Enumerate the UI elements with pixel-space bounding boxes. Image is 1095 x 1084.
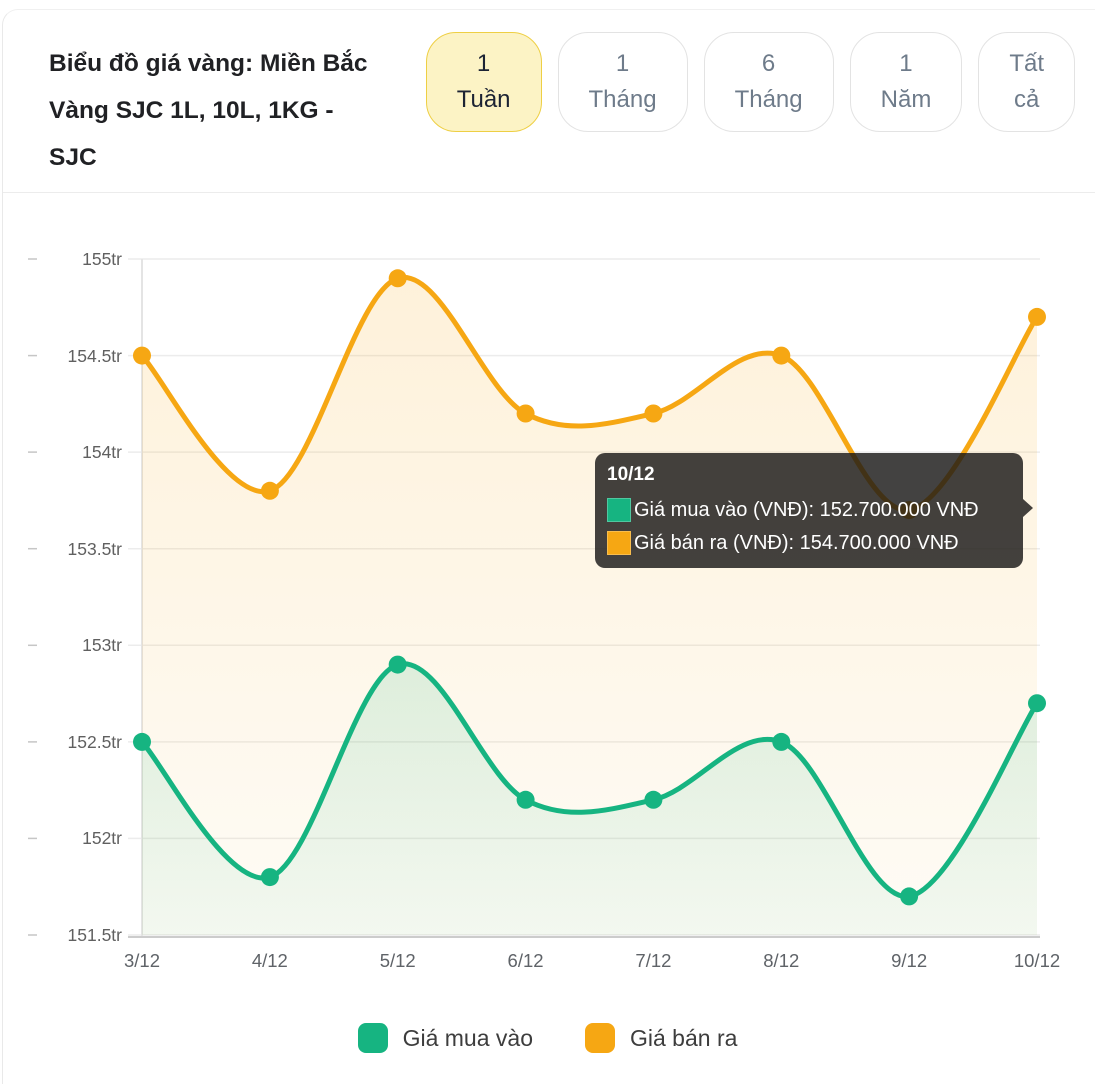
buy-legend-label: Giá mua vào (402, 1024, 533, 1051)
card-header: Biểu đồ giá vàng: Miền Bắc Vàng SJC 1L, … (3, 10, 1095, 193)
page-title: Biểu đồ giá vàng: Miền Bắc Vàng SJC 1L, … (49, 50, 368, 171)
range-button-1-month[interactable]: 1 Tháng (557, 32, 688, 132)
range-button-6-months[interactable]: 6 Tháng (703, 32, 834, 132)
sell-legend-swatch (585, 1023, 615, 1053)
range-button-1-year[interactable]: 1 Năm (849, 32, 963, 132)
range-button-all[interactable]: Tất cả (978, 32, 1075, 132)
chart-legend: Giá mua vào Giá bán ra (0, 1008, 1095, 1068)
buy-legend-swatch (357, 1023, 388, 1053)
legend-item-buy[interactable]: Giá mua vào (357, 1023, 533, 1053)
sell-legend-label: Giá bán ra (630, 1024, 738, 1051)
legend-item-sell[interactable]: Giá bán ra (585, 1023, 737, 1053)
range-button-1-week[interactable]: 1 Tuần (425, 32, 542, 132)
time-range-selector: 1 Tuần 1 Tháng 6 Tháng 1 Năm Tất cả (425, 32, 1075, 132)
